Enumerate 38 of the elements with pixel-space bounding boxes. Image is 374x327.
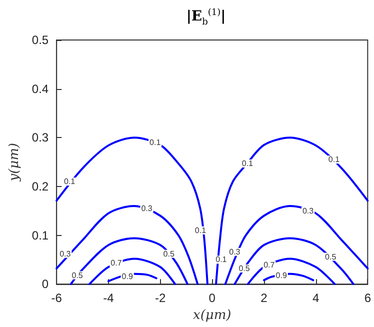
- annotation: 0.1: [328, 155, 340, 164]
- x-tick-label: -6: [51, 291, 62, 306]
- x-tick-label: 4: [312, 291, 320, 306]
- x-tick-label: -2: [154, 291, 166, 306]
- annotation: 0.1: [194, 226, 207, 235]
- x-tick-label: -4: [103, 291, 114, 306]
- annotation: 0.9: [276, 270, 288, 280]
- y-tick-label: 0: [42, 277, 49, 292]
- line-series: [70, 237, 188, 286]
- y-axis-title: y(μm): [7, 142, 22, 182]
- annotation: 0.1: [64, 177, 76, 186]
- line-series: [262, 272, 314, 282]
- chart-title: |E$_{b}$$^{(1)}$|: [185, 8, 227, 28]
- x-tick-label: 0: [208, 291, 216, 306]
- line-series: [56, 136, 208, 286]
- y-tick-label: 0.1: [32, 228, 49, 242]
- y-tick-label: 0.3: [32, 130, 49, 145]
- annotation: 0.5: [72, 270, 84, 280]
- annotation: 0.7: [264, 260, 276, 270]
- annotation: 0.1: [216, 255, 228, 264]
- annotation: 0.5: [163, 249, 175, 258]
- line-series: [107, 272, 158, 282]
- annotation: 0.9: [122, 272, 134, 281]
- x-tick-label: 6: [364, 291, 372, 306]
- x-axis-title: x(μm): [192, 308, 232, 323]
- y-tick-label: 0.4: [32, 82, 49, 96]
- y-tick-label: 0.2: [32, 179, 49, 194]
- x-tick-label: 2: [260, 291, 268, 306]
- annotation: 0.3: [141, 204, 153, 213]
- annotation: 0.1: [150, 138, 162, 148]
- annotation: 0.3: [60, 249, 72, 258]
- annotation: 0.5: [325, 252, 337, 262]
- annotation: 0.3: [229, 247, 241, 256]
- annotation: 0.7: [110, 258, 122, 268]
- annotation: 0.5: [238, 264, 250, 273]
- line-series: [215, 136, 369, 286]
- y-tick-label: 0.5: [32, 33, 49, 47]
- annotation: 0.3: [302, 206, 314, 216]
